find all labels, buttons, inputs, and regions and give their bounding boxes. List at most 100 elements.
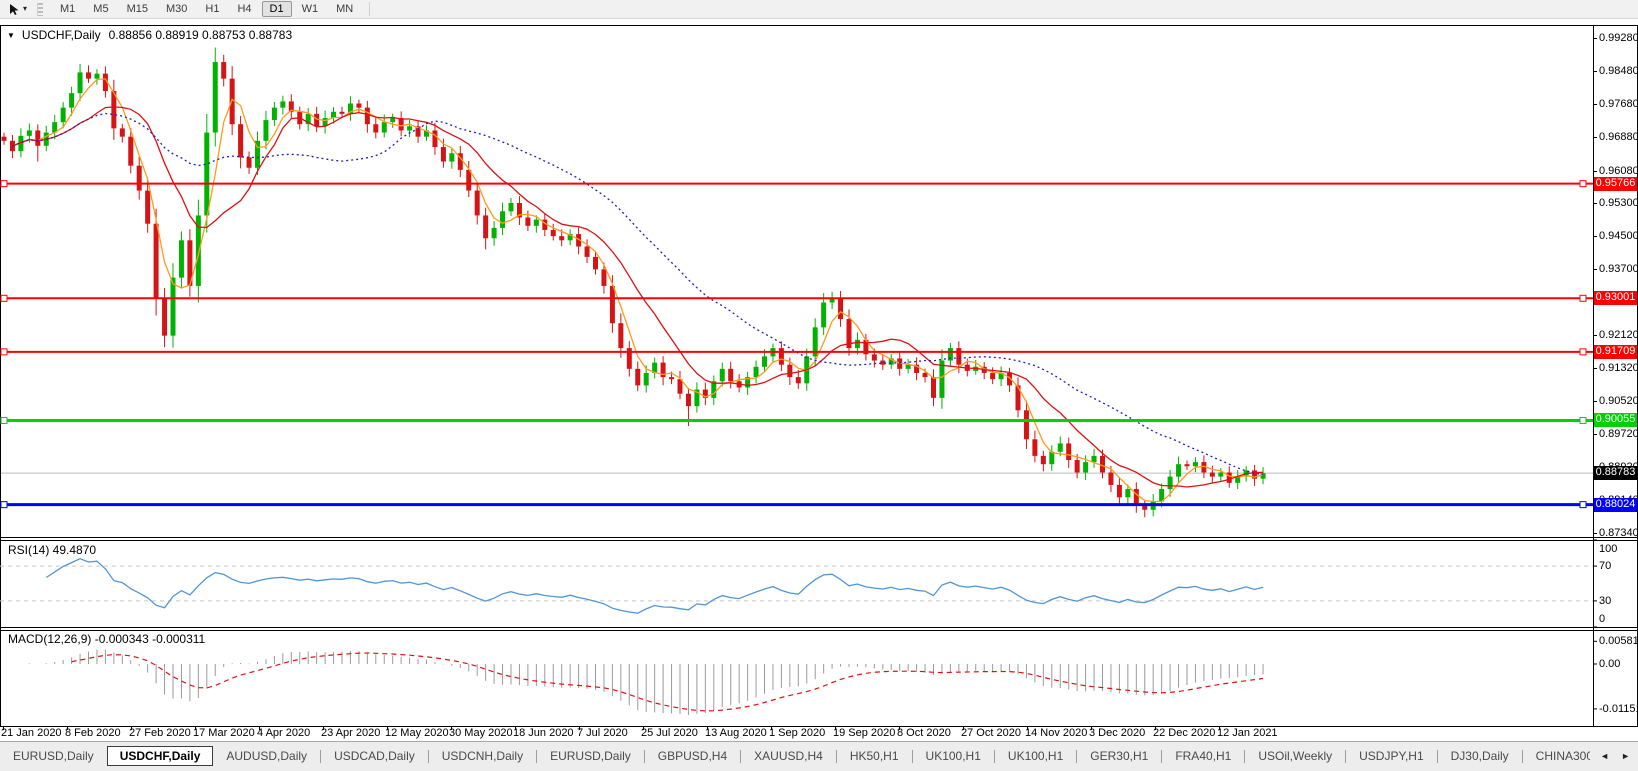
line-handle[interactable] [0,416,8,424]
timeframe-button-h1[interactable]: H1 [205,3,220,15]
candle-body [914,364,920,373]
candle-body [1167,476,1173,490]
candle-body [187,240,193,286]
line-handle[interactable] [0,501,8,509]
rsi-line [45,557,1264,614]
toolbar: ▾ M1 M5 M15 M30 H1 H4 D1 W1 MN [0,0,1638,19]
candle-body [635,368,641,386]
candle-body [1159,489,1165,502]
line-handle[interactable] [1579,294,1587,302]
line-handle[interactable] [1579,180,1587,188]
line-handle[interactable] [1579,501,1587,509]
candle-body [719,368,725,382]
cursor-tool-button[interactable]: ▾ [5,3,31,16]
chart-tab-bar: EURUSD,Daily USDCHF,Daily AUDUSD,Daily USDC… [0,741,1638,771]
timeframe-button-w1[interactable]: W1 [301,3,319,15]
tab-gbpusd-h4[interactable]: GBPUSD,H4 [657,749,728,763]
tab-hk50-h1[interactable]: HK50,H1 [849,749,899,763]
chart-canvas[interactable] [0,0,1638,741]
candle-body [153,223,159,299]
tab-separator [427,749,429,763]
toolbar-separator [369,2,371,16]
candle-body [1142,505,1148,510]
tab-usdcnh-daily[interactable]: USDCNH,Daily [441,749,524,763]
candle-body [263,120,269,141]
candle-body [702,389,708,398]
candle-body [1007,372,1013,386]
line-handle[interactable] [1579,416,1587,424]
candle-body [1184,464,1190,467]
tab-eurusd-daily[interactable]: EURUSD,Daily [13,749,94,763]
candle-body [584,246,590,257]
line-handle[interactable] [1579,348,1587,356]
timeframe-button-m15[interactable]: M15 [126,3,148,15]
candle-body [440,147,446,162]
line-handle[interactable] [0,294,8,302]
candle-body [1125,489,1131,498]
candle-body [339,111,345,114]
tab-uk100-h1[interactable]: UK100,H1 [1007,749,1064,763]
candle-body [1049,451,1055,465]
tab-scroll-left-icon[interactable]: ◄ [1600,751,1610,761]
candle-body [905,364,911,369]
timeframe-button-d1[interactable]: D1 [261,1,292,17]
candle-body [1218,472,1224,477]
candle-body [322,118,328,127]
candle-body [466,169,472,191]
candle-body [111,91,117,129]
candle-body [542,219,548,230]
candle-body [1116,484,1122,498]
tab-audusd-daily[interactable]: AUDUSD,Daily [226,749,308,763]
timeframe-toolbar: M1 M5 M15 M30 H1 H4 D1 W1 MN [51,1,362,17]
candle-body [364,107,370,125]
tab-eurusd-daily[interactable]: EURUSD,Daily [550,749,631,763]
tab-usdcad-daily[interactable]: USDCAD,Daily [334,749,415,763]
tab-ger30-h1[interactable]: GER30,H1 [1090,749,1149,763]
timeframe-button-h4[interactable]: H4 [237,3,252,15]
candle-body [305,113,311,125]
candle-body [26,130,32,136]
toolbar-grip[interactable] [37,2,44,16]
timeframe-button-m5[interactable]: M5 [93,3,109,15]
tab-scroll-right-icon[interactable]: ► [1621,751,1630,761]
candle-body [246,157,252,168]
timeframe-button-m30[interactable]: M30 [165,3,188,15]
candle-body [474,190,480,216]
line-handle[interactable] [0,348,8,356]
candle-body [373,124,379,133]
candle-body [280,101,286,108]
candle-body [998,372,1004,380]
tab-dj30-daily[interactable]: DJ30,Daily [1450,749,1509,763]
tab-xauusd-h4[interactable]: XAUUSD,H4 [754,749,823,763]
candle-body [559,236,565,241]
candle-body [1040,455,1046,465]
candle-body [483,215,489,239]
tab-fra40-h1[interactable]: FRA40,H1 [1175,749,1232,763]
tab-usoil-weekly[interactable]: USOil,Weekly [1258,749,1333,763]
tab-usdjpy-h1[interactable]: USDJPY,H1 [1359,749,1424,763]
tab-uk100-h1[interactable]: UK100,H1 [925,749,981,763]
candle-body [314,113,320,127]
candle-body [745,377,751,388]
line-handle[interactable] [0,180,8,188]
candle-body [728,368,734,382]
tab-separator [320,749,322,763]
candle-body [1133,489,1139,506]
candle-body [424,130,429,137]
candle-body [86,72,91,79]
timeframe-button-mn[interactable]: MN [336,3,354,15]
candle-body [922,372,928,378]
tab-usdchf-daily[interactable]: USDCHF,Daily [106,746,214,766]
chevron-down-icon[interactable]: ▾ [23,4,28,13]
candle-body [669,377,675,380]
candle-body [457,153,463,170]
candle-body [35,130,41,146]
candle-body [609,285,615,324]
candle-body [550,229,556,237]
candle-body [685,393,691,407]
candle-body [888,358,894,365]
candle-body [694,389,700,407]
candle-body [516,203,522,218]
candle-body [846,319,852,349]
timeframe-button-m1[interactable]: M1 [60,3,76,15]
